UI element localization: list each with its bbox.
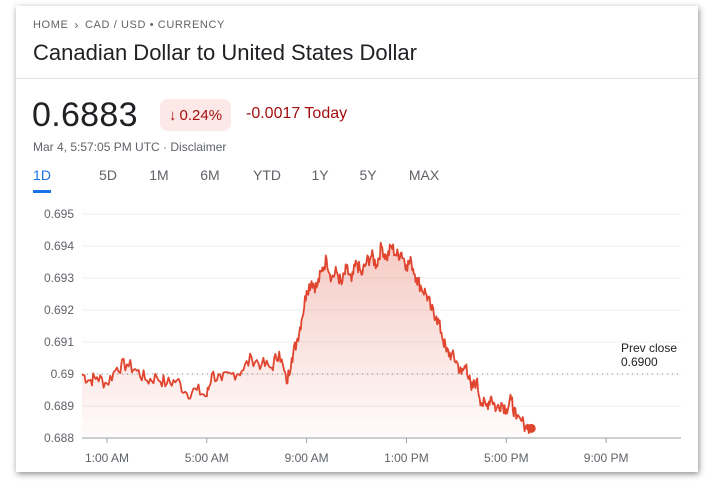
x-tick-label: 9:00 AM [285, 451, 329, 465]
price-chart[interactable]: 0.6950.6940.6930.6920.6910.690.6890.688 … [16, 6, 698, 472]
breadcrumb: HOME › CAD / USD • CURRENCY [33, 18, 225, 32]
tab-1d[interactable]: 1D [33, 166, 51, 193]
y-tick-label: 0.694 [44, 239, 74, 253]
prev-close-value: 0.6900 [621, 355, 658, 369]
y-tick-label: 0.692 [44, 303, 74, 317]
x-tick-label: 1:00 AM [85, 451, 129, 465]
tab-1y[interactable]: 1Y [311, 167, 329, 183]
arrow-down-icon: ↓ [169, 106, 177, 124]
finance-card: HOME › CAD / USD • CURRENCY Canadian Dol… [16, 6, 698, 472]
price-area [82, 242, 532, 438]
quote-timestamp: Mar 4, 5:57:05 PM UTC · Disclaimer [33, 140, 227, 154]
tab-6m[interactable]: 6M [200, 167, 220, 183]
x-tick-label: 5:00 PM [484, 451, 529, 465]
change-percent-value: 0.24% [179, 106, 223, 124]
header-divider [16, 78, 698, 79]
y-tick-label: 0.691 [44, 335, 74, 349]
y-tick-label: 0.69 [51, 367, 75, 381]
y-tick-label: 0.689 [44, 399, 74, 413]
x-tick-label: 1:00 PM [384, 451, 429, 465]
x-tick-label: 5:00 AM [185, 451, 229, 465]
prev-close-label: Prev close [621, 341, 677, 355]
x-tick-label: 9:00 PM [584, 451, 629, 465]
current-price: 0.6883 [32, 96, 138, 134]
tab-1m[interactable]: 1M [149, 167, 169, 183]
tab-ytd[interactable]: YTD [253, 167, 281, 183]
breadcrumb-home-link[interactable]: HOME [33, 19, 69, 31]
y-tick-label: 0.693 [44, 271, 74, 285]
page-title: Canadian Dollar to United States Dollar [33, 40, 417, 65]
change-percent-badge: ↓ 0.24% [160, 99, 232, 131]
y-tick-label: 0.695 [44, 207, 74, 221]
change-absolute: -0.0017 Today [246, 105, 348, 122]
y-tick-label: 0.688 [44, 431, 74, 445]
tab-5d[interactable]: 5D [99, 167, 117, 183]
tab-max[interactable]: MAX [408, 167, 440, 183]
breadcrumb-current: CAD / USD • CURRENCY [85, 19, 225, 31]
price-line [81, 241, 533, 434]
last-price-point[interactable] [526, 423, 536, 433]
chevron-right-icon: › [74, 18, 80, 32]
tab-5y[interactable]: 5Y [359, 167, 377, 183]
